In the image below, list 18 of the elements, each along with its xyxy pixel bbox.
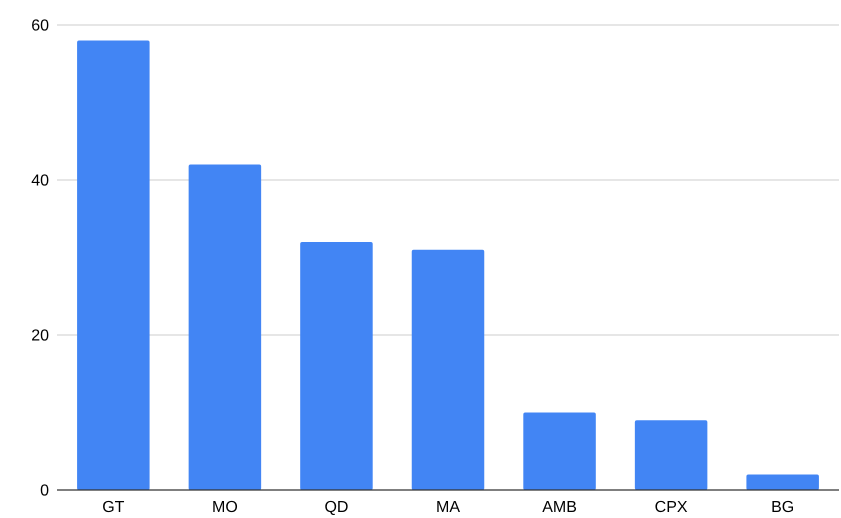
x-tick-label: MA [436, 499, 460, 516]
y-tick-label: 0 [40, 482, 50, 500]
y-tick-label: 60 [31, 18, 50, 35]
bar [634, 420, 708, 490]
x-tick-label: AMB [542, 499, 577, 516]
x-tick-label: GT [102, 499, 125, 516]
x-tick-label: QD [324, 499, 348, 516]
bar [523, 412, 596, 490]
bar [412, 250, 484, 490]
y-tick-label: 40 [31, 172, 50, 190]
bar [746, 474, 819, 490]
bar [188, 164, 262, 490]
x-tick-label: BG [771, 499, 794, 516]
x-tick-label: MO [212, 499, 238, 516]
bar [300, 242, 373, 490]
bar [77, 40, 150, 490]
x-tick-label: CPX [654, 499, 688, 516]
y-tick-label: 20 [31, 328, 50, 345]
